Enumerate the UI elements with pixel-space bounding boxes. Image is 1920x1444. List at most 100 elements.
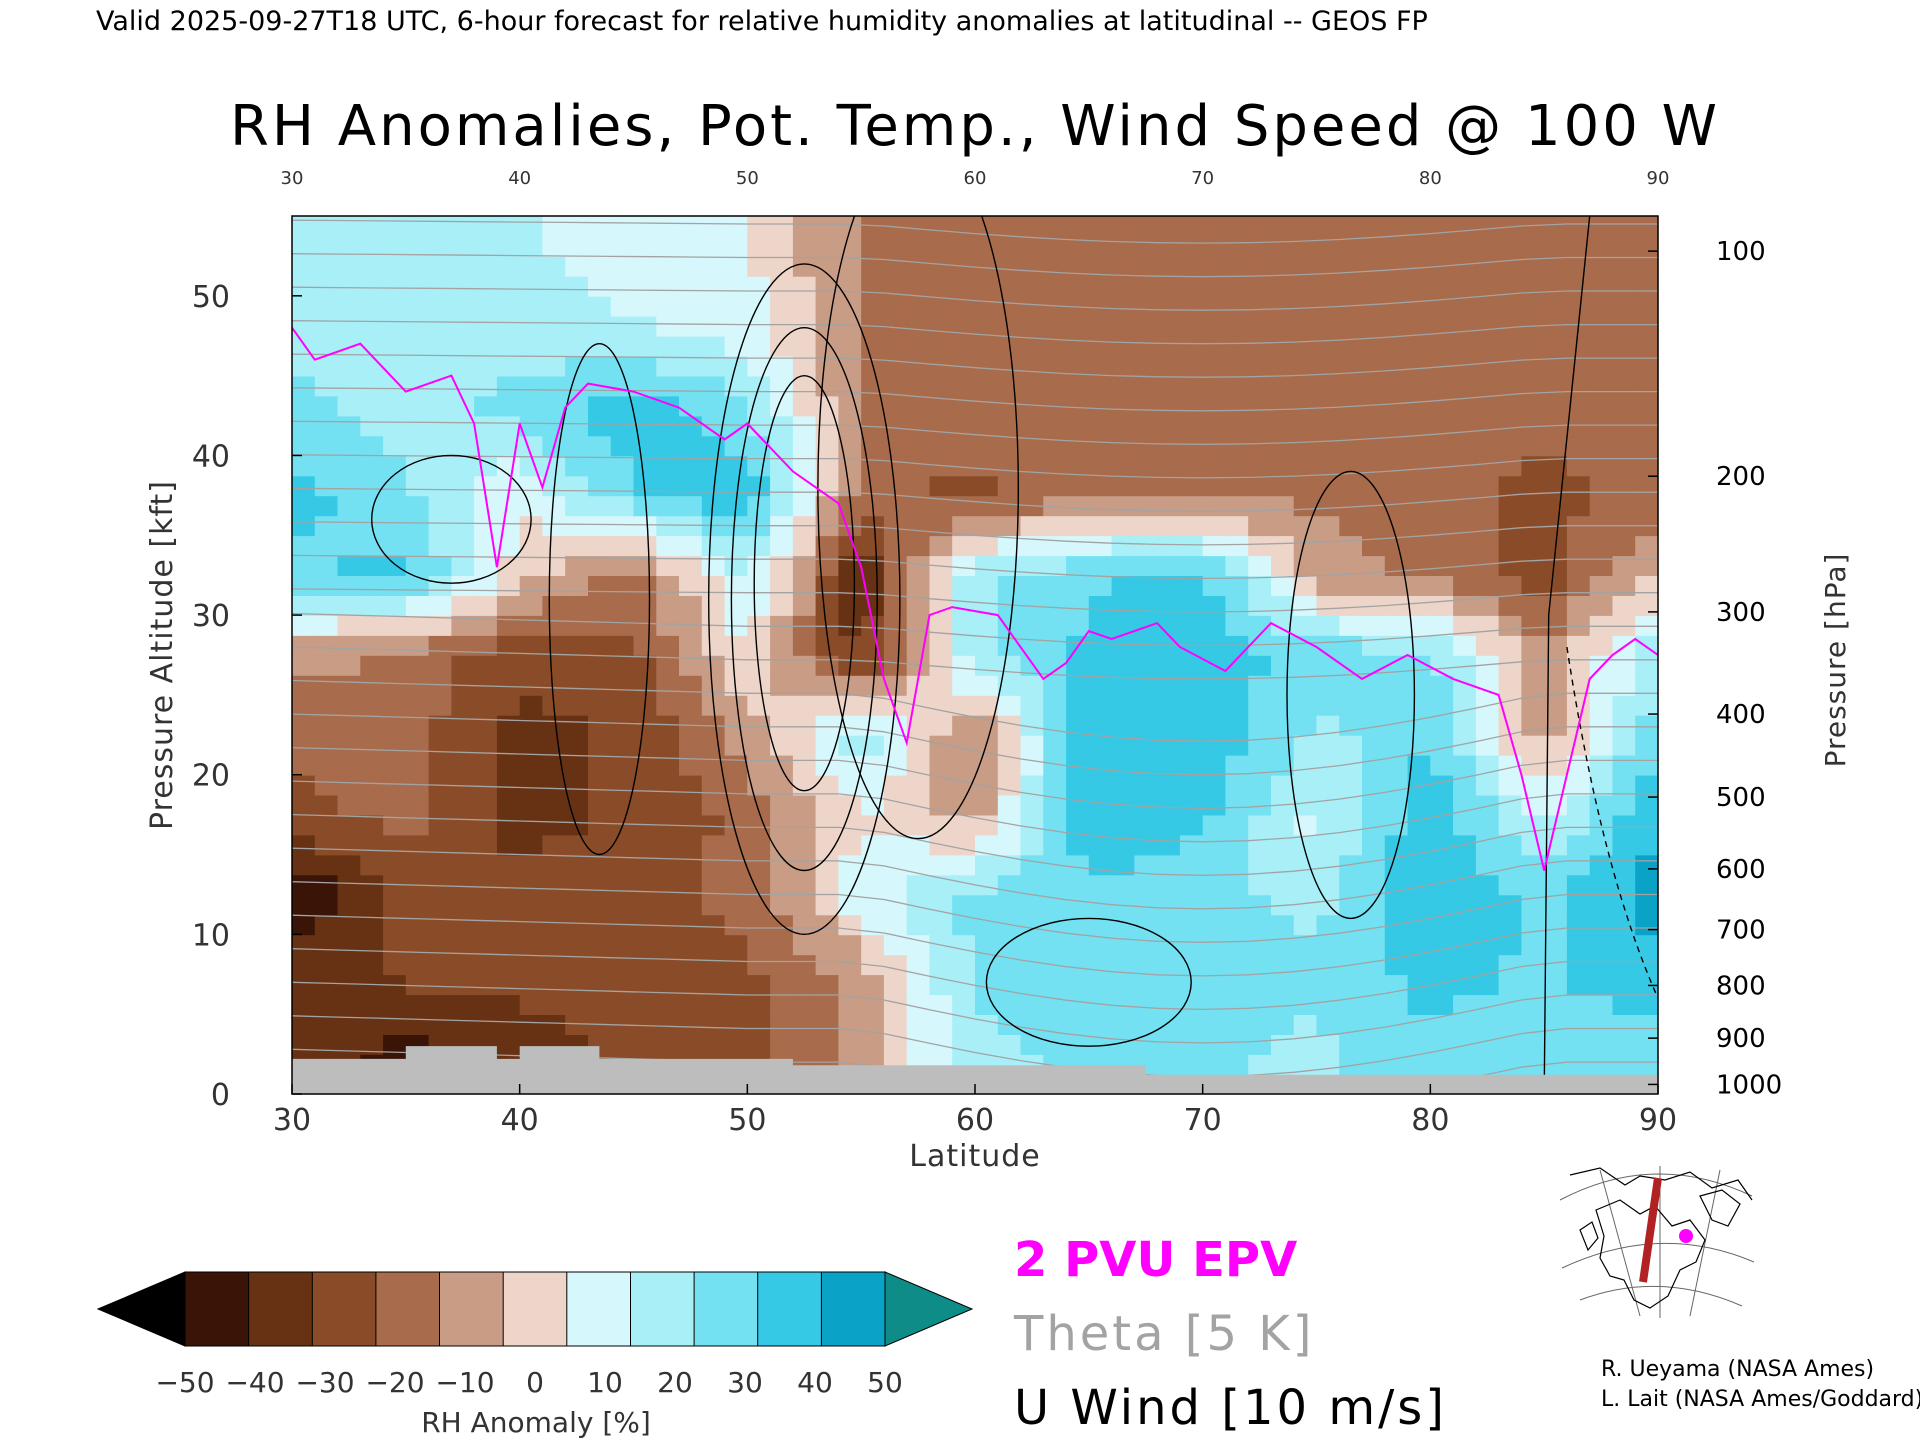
rh-cell-97: [337, 894, 362, 916]
rh-cell-410: [496, 794, 521, 816]
rh-cell-1059: [838, 1014, 862, 1035]
rh-cell-171: [360, 295, 384, 317]
rh-cell-548: [565, 675, 589, 696]
rh-cell-1648: [1134, 675, 1158, 696]
rh-cell-1247: [929, 774, 954, 796]
rh-cell-69: [314, 575, 339, 596]
rh-cell-1851: [1248, 1014, 1272, 1035]
rh-cell-2152: [1384, 275, 1409, 297]
rh-cell-1732: [1179, 754, 1204, 776]
rh-cell-2329: [1475, 255, 1500, 277]
rh-cell-401: [496, 974, 521, 996]
rh-cell-431: [496, 375, 521, 397]
rh-cell-1293: [952, 734, 976, 756]
rh-cell-2021: [1316, 255, 1341, 277]
rh-cell-1855: [1248, 934, 1272, 956]
rh-cell-1777: [1202, 734, 1227, 756]
rh-cell-1555: [1088, 774, 1113, 796]
theta-contour-14: [292, 588, 1658, 613]
rh-cell-1492: [1043, 275, 1067, 297]
rh-cell-2306: [1475, 714, 1500, 736]
rh-cell-2302: [1475, 794, 1500, 816]
rh-cell-1801: [1202, 255, 1227, 277]
rh-cell-427: [496, 455, 521, 477]
rh-cell-1468: [1043, 754, 1067, 776]
rh-cell-218: [383, 236, 407, 257]
rh-cell-1006: [792, 315, 817, 337]
rh-cell-2168: [1407, 834, 1432, 856]
rh-cell-499: [542, 774, 566, 796]
colorbar-swatch-5: [502, 1271, 568, 1347]
rh-cell-2553: [1612, 1054, 1637, 1075]
rh-cell-85: [314, 255, 339, 277]
rh-cell-658: [610, 236, 635, 257]
rh-cell-860: [724, 595, 749, 616]
rh-cell-131: [337, 216, 362, 237]
rh-cell-1649: [1134, 655, 1158, 676]
rh-cell-566: [565, 315, 589, 337]
rh-cell-1761: [1202, 1054, 1227, 1075]
rh-cell-2551: [1589, 216, 1614, 237]
rh-cell-1766: [1202, 954, 1227, 976]
theta-contour-13: [292, 612, 1658, 647]
rh-cell-286: [428, 635, 453, 656]
rh-cell-2357: [1498, 575, 1523, 596]
rh-cell-2159: [1407, 1014, 1432, 1035]
rh-cell-1785: [1202, 575, 1227, 596]
rh-cell-821: [701, 495, 726, 517]
rh-cell-856: [724, 675, 749, 696]
rh-cell-1580: [1088, 275, 1113, 297]
rh-cell-1776: [1202, 754, 1227, 776]
rh-cell-2378: [1521, 1034, 1545, 1055]
rh-cell-2312: [1475, 595, 1500, 616]
rh-cell-1762: [1202, 1034, 1227, 1055]
rh-heatmap: [292, 216, 1658, 1094]
rh-cell-2559: [1612, 934, 1637, 956]
legend-epv: 2 PVU EPV: [1014, 1232, 1297, 1288]
rh-cell-2278: [1453, 395, 1477, 417]
rh-cell-2584: [1612, 435, 1637, 457]
rh-cell-1757: [1179, 255, 1204, 277]
rh-cell-2125: [1384, 814, 1409, 836]
rh-cell-1266: [929, 395, 954, 417]
y-tick-label-0: 0: [211, 1078, 230, 1113]
rh-cell-268: [428, 994, 453, 1015]
rh-cell-189: [383, 814, 407, 836]
rh-cell-2273: [1453, 495, 1477, 517]
rh-cell-1152: [883, 914, 908, 936]
rh-cell-2311: [1475, 615, 1500, 636]
rh-cell-2207: [1430, 934, 1454, 956]
rh-cell-960: [770, 355, 794, 377]
rh-cell-807: [701, 774, 726, 796]
rh-cell-1322: [975, 1034, 999, 1055]
rh-cell-892: [747, 834, 771, 856]
rh-cell-2162: [1407, 954, 1432, 976]
rh-cell-1702: [1157, 475, 1181, 497]
rh-cell-2178: [1407, 635, 1432, 656]
rh-cell-1001: [792, 415, 817, 437]
rh-cell-2608: [1635, 834, 1658, 856]
rh-cell-1746: [1179, 475, 1204, 497]
rh-cell-1170: [883, 555, 908, 576]
rh-cell-23: [292, 615, 316, 636]
rh-cell-517: [542, 415, 566, 437]
rh-cell-1545: [1088, 974, 1113, 996]
rh-cell-715: [656, 854, 680, 876]
rh-cell-2415: [1521, 295, 1545, 317]
rh-cell-2219: [1430, 694, 1454, 716]
rh-cell-622: [610, 954, 635, 976]
rh-cell-1068: [838, 834, 862, 856]
rh-cell-263: [405, 216, 430, 237]
rh-cell-2165: [1407, 894, 1432, 916]
rh-cell-1630: [1134, 1034, 1158, 1055]
rh-cell-1537: [1066, 255, 1090, 277]
rh-cell-305: [428, 255, 453, 277]
rh-cell-1067: [838, 854, 862, 876]
rh-cell-995: [792, 535, 817, 557]
u-wind-contour-5: [548, 342, 651, 856]
rh-cell-1977: [1293, 255, 1318, 277]
rh-cell-2604: [1635, 914, 1658, 936]
rh-cell-329: [451, 655, 475, 676]
rh-cell-1103: [861, 1014, 885, 1035]
rh-cell-2591: [1612, 295, 1637, 317]
